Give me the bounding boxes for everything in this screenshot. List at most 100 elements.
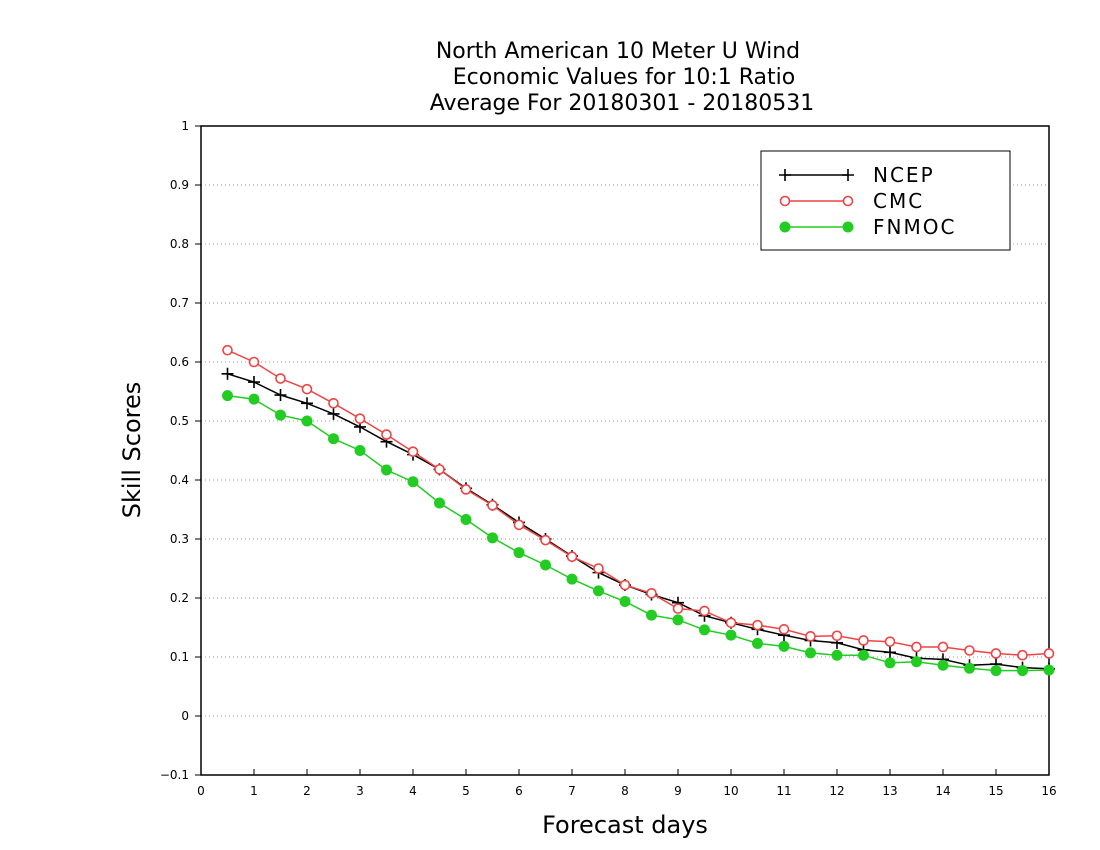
series-line-ncep [227,373,1050,670]
data-point-fnmoc [778,640,790,652]
legend-marker [779,169,791,181]
x-tick-label: 11 [776,784,791,798]
data-point-cmc [434,464,445,475]
data-point-ncep [221,367,234,380]
data-point-cmc [593,563,604,574]
x-tick-label: 14 [935,784,950,798]
y-tick-label: 0.8 [170,237,189,251]
data-point-cmc [275,373,286,384]
y-tick-label: 0.9 [170,178,189,192]
y-tick-label: 0.1 [170,650,189,664]
data-point-fnmoc [354,445,366,456]
x-tick-label: 8 [621,784,629,798]
legend-marker [842,221,854,233]
data-point-fnmoc [487,532,498,544]
data-point-cmc [725,617,737,629]
data-point-ncep [248,376,260,389]
legend-item-fnmoc: FNMOC [779,215,956,239]
data-point-fnmoc [805,647,816,659]
chart-title-line-1: North American 10 Meter U Wind [436,39,800,64]
y-tick-label: −0.1 [160,768,189,782]
data-point-fnmoc [222,390,233,402]
data-point-cmc [381,429,392,440]
x-tick-label: 1 [250,784,258,798]
data-point-cmc [1017,649,1028,661]
data-point-cmc [964,645,975,656]
data-point-cmc [540,534,551,546]
data-point-cmc [858,635,869,646]
y-tick-label: 0.6 [170,355,189,369]
data-point-ncep [301,397,313,410]
data-point-cmc [460,484,472,495]
data-point-cmc [778,623,790,635]
chart-title-line-2: Economic Values for 10:1 Ratio [453,65,795,90]
data-point-cmc [328,397,339,409]
legend-marker [842,169,854,181]
data-point-cmc [937,641,949,653]
data-point-cmc [566,551,578,563]
data-point-cmc [990,648,1002,659]
data-point-cmc [884,636,896,647]
data-point-fnmoc [937,659,949,671]
data-point-cmc [805,631,816,642]
data-point-cmc [487,500,498,511]
y-tick-label: 0.3 [170,532,189,546]
data-point-cmc [752,619,763,631]
x-tick-label: 3 [356,784,364,798]
x-tick-label: 7 [568,784,576,798]
gridlines [201,184,1049,717]
data-point-cmc [222,344,233,356]
x-axis-label: Forecast days [542,811,708,839]
axis-ticks: −0.100.10.20.30.40.50.60.70.80.910 1 2 3 4 5 6… [160,119,1057,798]
y-tick-label: 0.2 [170,591,189,605]
series-ncep [221,367,1055,675]
x-tick-label: 2 [303,784,311,798]
data-point-cmc [831,630,843,642]
data-point-cmc [513,519,525,531]
data-point-ncep [274,389,287,402]
data-point-fnmoc [381,464,392,476]
data-point-cmc [354,413,366,424]
series-line-cmc [227,349,1050,656]
data-point-fnmoc [1017,665,1028,677]
y-tick-label: 0.7 [170,296,189,310]
x-tick-label: 16 [1041,784,1056,798]
legend-marker [779,221,791,233]
data-point-fnmoc [434,497,445,509]
data-point-fnmoc [566,573,578,585]
series-line-fnmoc [227,394,1050,672]
data-point-fnmoc [725,629,737,641]
legend-label: FNMOC [873,215,956,239]
plot-frame [200,125,1050,776]
data-point-fnmoc [964,662,975,674]
data-point-fnmoc [407,476,419,488]
chart-title: North American 10 Meter U Wind Economic … [430,39,815,116]
legend-label: NCEP [873,163,935,187]
data-point-cmc [619,579,631,591]
y-tick-label: 1 [181,119,189,133]
chart-title-line-3: Average For 20180301 - 20180531 [430,91,815,116]
data-point-fnmoc [884,657,896,669]
data-point-ncep [884,646,896,659]
data-point-fnmoc [593,585,604,597]
data-point-fnmoc [248,393,260,405]
data-point-cmc [301,383,313,395]
data-point-cmc [248,356,260,368]
data-point-fnmoc [513,547,525,559]
x-tick-label: 13 [882,784,897,798]
legend-label: CMC [873,189,924,213]
data-point-fnmoc [275,409,286,421]
data-point-fnmoc [301,415,313,427]
x-tick-label: 4 [409,784,417,798]
data-point-fnmoc [619,596,631,608]
data-point-fnmoc [699,624,710,636]
data-point-cmc [672,603,684,614]
x-tick-label: 9 [674,784,682,798]
x-tick-label: 5 [462,784,470,798]
y-tick-label: 0 [181,709,189,723]
series-fnmoc [222,390,1055,677]
data-point-cmc [911,641,922,653]
data-point-cmc [407,446,419,457]
legend-marker [779,195,791,207]
